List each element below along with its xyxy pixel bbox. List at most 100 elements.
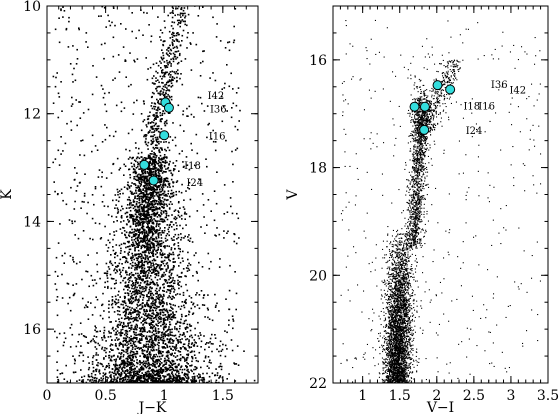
field-star-point [133,235,136,237]
field-star-point [95,352,98,354]
field-star-point [76,380,78,382]
field-star-point [153,125,156,127]
field-star-point [147,370,150,372]
field-star-point [68,20,70,23]
field-star-point [176,224,178,227]
field-star-point [137,272,139,275]
field-star-point [130,300,133,302]
field-star-point [161,305,164,308]
field-star-point [140,184,142,186]
field-star-point [165,279,168,282]
field-star-point [118,290,120,293]
field-star-point [159,355,161,358]
field-star-point [172,181,175,184]
field-star-point [114,364,117,367]
field-star-point [184,218,186,220]
field-star-point [145,186,148,188]
field-star-point [116,212,119,214]
field-star-point [155,212,158,215]
field-star-point [189,364,191,367]
field-star-point [208,318,211,320]
field-star-point [70,129,73,131]
field-star-point [112,380,115,383]
field-star-point [155,349,158,351]
field-star-point [163,206,165,209]
field-star-point [132,368,134,371]
field-star-point [139,168,142,170]
field-star-point [137,163,140,165]
field-star-point [138,278,140,280]
field-star-point [185,377,188,379]
field-star-point [179,44,182,46]
field-star-point [173,21,176,24]
field-star-point [168,169,171,172]
field-star-point [130,202,132,204]
field-star-point [129,301,131,303]
field-star-point [143,317,145,320]
field-star-point [113,370,116,372]
field-star-point [119,209,122,212]
field-star-point [186,36,189,39]
field-star-point [159,112,161,114]
field-star-point [123,339,125,342]
field-star-point [159,379,161,382]
field-star-point [147,188,150,191]
field-star-point [201,304,204,306]
field-star-point [143,200,145,203]
field-star-point [105,262,108,265]
field-star-point [130,192,133,195]
field-star-point [182,250,184,253]
field-star-point [145,134,148,136]
field-star-point [172,316,175,319]
field-star-point [168,328,170,330]
field-star-point [166,81,168,84]
field-star-point [115,345,117,347]
field-star-point [187,13,190,16]
field-star-point [208,380,210,383]
field-star-point [167,368,170,370]
field-star-point [238,120,240,122]
field-star-point [162,347,164,349]
field-star-point [163,259,166,262]
field-star-point [171,70,174,73]
field-star-point [127,158,130,160]
field-star-point [55,256,58,259]
field-star-point [206,136,208,139]
field-star-point [104,372,107,375]
field-star-point [203,379,206,381]
field-star-point [146,180,149,182]
field-star-point [164,198,166,201]
field-star-point [170,86,173,88]
field-star-point [203,360,205,362]
field-star-point [192,303,194,306]
field-star-point [124,302,127,304]
field-star-point [159,360,161,363]
field-star-point [123,186,126,188]
field-star-point [138,230,141,232]
field-star-point [135,175,137,178]
field-star-point [131,204,133,206]
field-star-point [153,187,155,190]
field-star-point [165,379,168,382]
field-star-point [137,276,140,279]
field-star-point [101,337,103,339]
field-star-point [150,343,152,345]
field-star-point [155,366,157,369]
field-star-point [197,335,200,337]
field-star-point [181,19,184,21]
field-star-point [163,122,166,125]
field-star-point [152,193,154,196]
field-star-point [165,256,167,259]
field-star-point [131,302,134,304]
field-star-point [162,91,164,93]
field-star-point [180,16,182,18]
field-star-point [79,322,82,324]
field-star-point [126,330,129,333]
field-star-point [135,345,138,348]
field-star-point [158,368,160,371]
field-star-point [119,342,122,345]
field-star-point [150,189,153,191]
field-star-point [129,216,131,219]
field-star-point [121,269,124,272]
field-star-point [188,371,190,374]
